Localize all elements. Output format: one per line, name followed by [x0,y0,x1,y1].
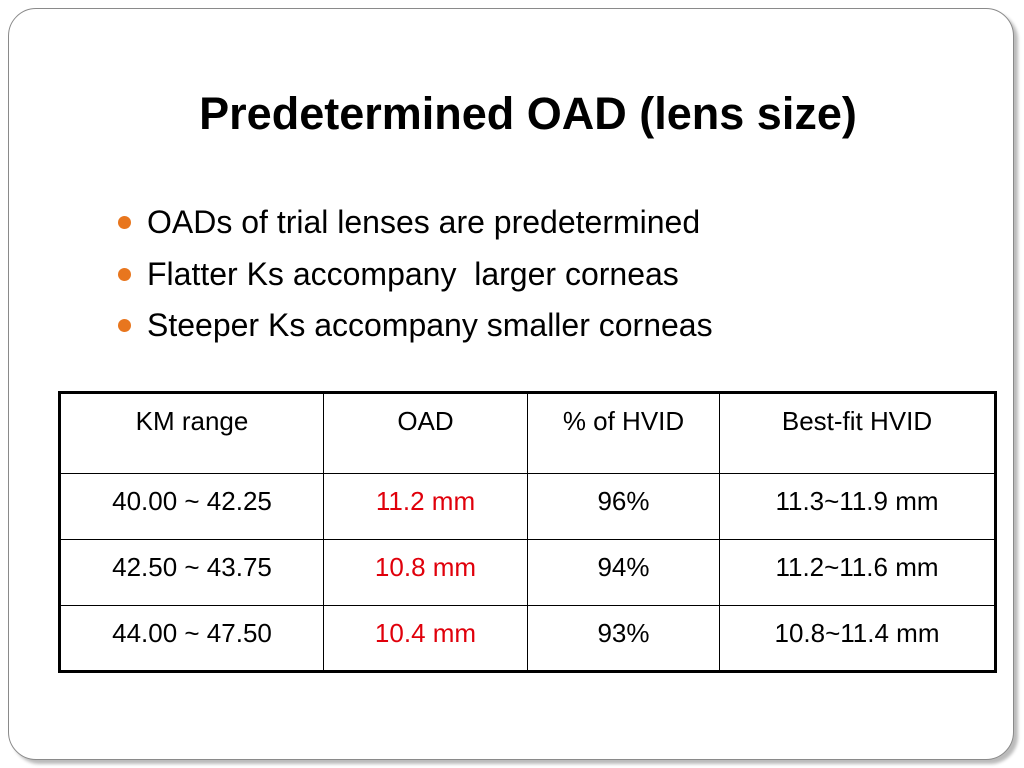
header-cell: Best-fit HVID [719,392,996,474]
bullet: Flatter Ks accompany larger corneas [118,250,713,302]
cell: 96% [527,473,720,540]
table-row: 40.00 ~ 42.25 11.2 mm 96% 11.3~11.9 mm [59,473,996,540]
bullet-list: OADs of trial lenses are predetermined F… [118,198,713,353]
cell: 11.3~11.9 mm [719,473,996,540]
cell: 11.2~11.6 mm [719,539,996,606]
cell: 93% [527,605,720,672]
cell: 42.50 ~ 43.75 [59,539,324,606]
bullet: OADs of trial lenses are predetermined [118,198,713,250]
header-row: KM range OAD % of HVID Best-fit HVID [59,392,996,474]
cell: 44.00 ~ 47.50 [59,605,324,672]
cell: 40.00 ~ 42.25 [59,473,324,540]
cell: 11.2 mm [323,473,528,540]
table-row: 42.50 ~ 43.75 10.8 mm 94% 11.2~11.6 mm [59,539,996,606]
cell: 10.8~11.4 mm [719,605,996,672]
slide-title: Predetermined OAD (lens size) [199,88,857,139]
header-cell: KM range [59,392,324,474]
cell: 94% [527,539,720,606]
table-row: 44.00 ~ 47.50 10.4 mm 93% 10.8~11.4 mm [59,605,996,672]
cell: 10.4 mm [323,605,528,672]
bullet: Steeper Ks accompany smaller corneas [118,301,713,353]
header-cell: OAD [323,392,528,474]
data-table: KM range OAD % of HVID Best-fit HVID 40.… [58,391,997,673]
header-cell: % of HVID [527,392,720,474]
cell: 10.8 mm [323,539,528,606]
